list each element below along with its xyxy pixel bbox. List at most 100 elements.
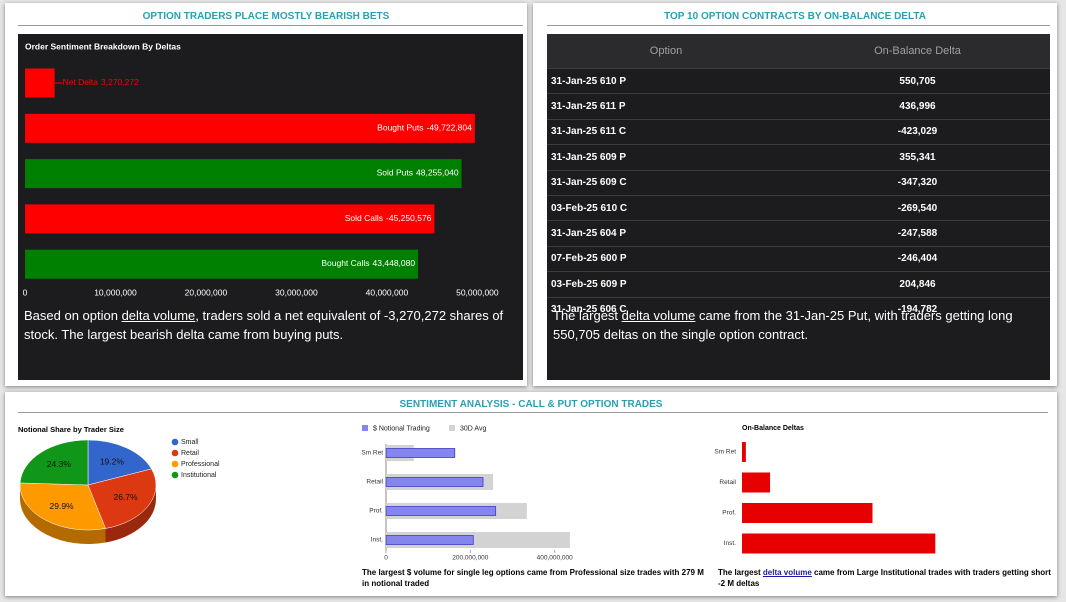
- note-link[interactable]: delta volume: [762, 568, 812, 577]
- bar-value: 43,448,080: [373, 258, 416, 268]
- table-cell: 204,846: [785, 271, 1050, 298]
- note-text: The largest: [718, 568, 763, 577]
- bar-label: Sold Calls -45,250,576: [345, 213, 432, 223]
- y-tick-label: Prof.: [722, 510, 736, 517]
- x-tick-label: 10,000,000: [94, 287, 137, 297]
- bar: [742, 442, 746, 462]
- legend-label: Small: [181, 439, 199, 446]
- legend-swatch: [171, 438, 179, 446]
- summary-note: The largest $ volume for single leg opti…: [362, 568, 704, 588]
- table-row: 31-Jan-25 606 C -194,782: [547, 296, 1050, 322]
- panel-title: SENTIMENT ANALYSIS - CALL & PUT OPTION T…: [399, 399, 663, 410]
- chart-title: On-Balance Deltas: [742, 425, 804, 432]
- legend-swatch: [449, 425, 455, 431]
- note-text: came from Large Institutional trades wit…: [718, 568, 1051, 588]
- y-tick-label: Retail: [366, 479, 383, 486]
- legend-swatch: [362, 425, 368, 431]
- bar-category: Sold Calls: [345, 213, 383, 223]
- bar: [742, 533, 936, 554]
- bar-value: 48,255,040: [416, 168, 459, 178]
- table-cell: -423,029: [785, 118, 1050, 145]
- x-tick-label: 20,000,000: [185, 287, 228, 297]
- x-tick-label: 50,000,000: [456, 287, 499, 297]
- table-row: 31-Jan-25 610 P 550,705: [547, 67, 1050, 94]
- legend-label: 30D Avg: [460, 425, 486, 432]
- bar-value: 3,270,272: [101, 77, 139, 87]
- table-cell: -246,404: [785, 245, 1050, 272]
- slice-label: 19.2%: [100, 456, 125, 466]
- table-cell: 31-Jan-25 610 P: [547, 67, 785, 94]
- bar: [742, 472, 771, 493]
- pie-slice: [87, 439, 152, 486]
- bar: [25, 68, 55, 98]
- pie-side: [20, 485, 106, 544]
- y-tick-label: Inst.: [371, 537, 383, 544]
- table-cell: -347,320: [785, 169, 1050, 196]
- chart: $ Notional Trading 30D Avg 0 200,000,000 400…: [361, 425, 573, 562]
- table-row: 07-Feb-25 600 P -246,404: [547, 245, 1050, 272]
- bar-label: Bought Puts -49,722,804: [377, 123, 472, 133]
- table-cell: -194,782: [785, 296, 1050, 322]
- table-cell: 03-Feb-25 609 P: [547, 271, 785, 298]
- pie-slice: [19, 482, 106, 531]
- chart-title: Notional Share by Trader Size: [18, 425, 124, 434]
- panel-title: TOP 10 OPTION CONTRACTS BY ON-BALANCE DE…: [664, 11, 926, 22]
- contracts-table: Option On-Balance Delta 31-Jan-25 610 P 550…: [547, 34, 1050, 322]
- table-header: On-Balance Delta: [785, 34, 1050, 69]
- bar: [25, 159, 462, 189]
- y-tick-label: Sm Ret: [714, 449, 736, 456]
- x-tick-label: 0: [23, 287, 28, 297]
- bar-value: -49,722,804: [426, 123, 472, 133]
- x-tick-label: 30,000,000: [275, 287, 318, 297]
- slice-label: 29.9%: [50, 501, 75, 511]
- bar: [742, 503, 873, 523]
- title-rule: [547, 25, 1050, 26]
- legend-swatch: [171, 471, 179, 479]
- x-tick-label: 200,000,000: [452, 555, 489, 562]
- bar-label: Bought Calls 43,448,080: [321, 258, 415, 268]
- table-cell: 31-Jan-25 609 C: [547, 169, 785, 196]
- y-tick-label: Sm Ret: [361, 450, 383, 457]
- table-row: 31-Jan-25 609 C -347,320: [547, 169, 1050, 196]
- table-cell: 31-Jan-25 609 P: [547, 144, 785, 171]
- table-cell: 31-Jan-25 611 C: [547, 118, 785, 145]
- table-cell: 03-Feb-25 610 C: [547, 194, 785, 221]
- pie-slice: [87, 468, 157, 529]
- chart: On-Balance Deltas Sm Ret Retail Prof. Inst.: [714, 425, 936, 554]
- bar-label: Net Delta 3,270,272: [63, 77, 140, 87]
- legend-label: Professional: [181, 461, 220, 468]
- bar-value: -45,250,576: [386, 213, 432, 223]
- summary-note: Based on option delta volume, traders so…: [24, 306, 514, 344]
- table-cell: -269,540: [785, 194, 1050, 221]
- table-cell: 550,705: [785, 67, 1050, 94]
- table-cell: 07-Feb-25 600 P: [547, 245, 785, 272]
- note-link[interactable]: delta volume: [121, 308, 196, 323]
- panel: SENTIMENT ANALYSIS - CALL & PUT OPTION T…: [5, 392, 1057, 596]
- table-cell: 436,996: [785, 93, 1050, 120]
- table-header: Option: [547, 34, 785, 69]
- pie-side: [105, 485, 156, 543]
- table-row: 31-Jan-25 611 P 436,996: [547, 93, 1050, 120]
- bar: [385, 477, 484, 487]
- table-row: 03-Feb-25 610 C -269,540: [547, 194, 1050, 221]
- bar-category: Sold Puts: [377, 168, 413, 178]
- table-cell: 355,341: [785, 144, 1050, 171]
- chart: Notional Share by Trader Size Small Retail…: [18, 425, 220, 544]
- table-row: 31-Jan-25 611 C -423,029: [547, 118, 1050, 145]
- legend-label: $ Notional Trading: [373, 425, 430, 432]
- x-tick-label: 40,000,000: [366, 287, 409, 297]
- y-tick-label: Prof.: [369, 508, 383, 515]
- bar-category: Bought Calls: [321, 258, 369, 268]
- table-row: 03-Feb-25 609 P 204,846: [547, 271, 1050, 298]
- y-tick-label: Inst.: [724, 540, 736, 547]
- bar: [385, 506, 497, 516]
- bar: [25, 113, 475, 143]
- table-header-row: Option On-Balance Delta: [547, 34, 1050, 69]
- table-cell: 31-Jan-25 604 P: [547, 220, 785, 247]
- panel-title: OPTION TRADERS PLACE MOSTLY BEARISH BETS: [142, 11, 390, 22]
- table-cell: -247,588: [785, 220, 1050, 247]
- slice-label: 26.7%: [113, 492, 138, 502]
- note-text: , traders sold a net equivalent of -3,27…: [24, 308, 504, 342]
- bar: [25, 204, 435, 234]
